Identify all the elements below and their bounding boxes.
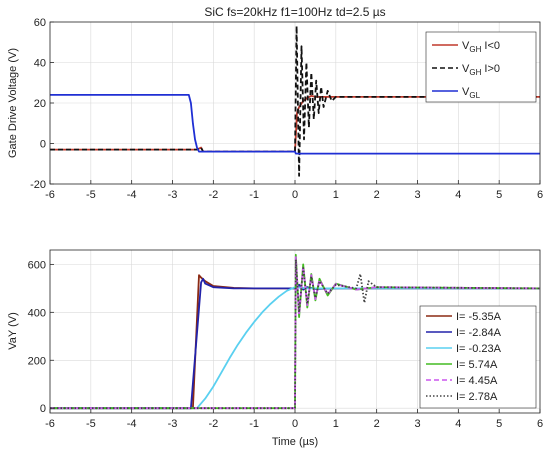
- x-tick-label: 6: [537, 418, 543, 430]
- x-tick-label: -3: [168, 189, 178, 201]
- x-tick-label: 2: [374, 189, 380, 201]
- x-tick-label: 3: [414, 189, 420, 201]
- vay-plot: -6 -5 -4 -3 -2 -1 0 1 2 3 4 5 6 0 200 400 600 Time (µs)…: [7, 249, 543, 448]
- legend-box: [419, 305, 537, 409]
- y-tick-label: 200: [28, 355, 46, 367]
- y-tick-labels: -20 0 20 40 60: [30, 17, 54, 191]
- y-tick-label: -20: [30, 179, 46, 191]
- x-tick-label: 6: [537, 189, 543, 201]
- legend: VGH I<0 VGH I>0 VGL: [425, 31, 537, 103]
- legend-entry-vgl: VGL: [462, 86, 481, 100]
- chart-title: SiC fs=20kHz f1=100Hz td=2.5 µs: [204, 5, 385, 19]
- x-tick-label: -6: [45, 189, 55, 201]
- x-tick-labels: -6 -5 -4 -3 -2 -1 0 1 2 3 4 5 6: [45, 180, 543, 201]
- legend-entry-i-neg284: I= -2.84A: [456, 327, 502, 339]
- x-tick-label: -5: [86, 189, 96, 201]
- series-group: [50, 253, 540, 410]
- y-tick-label: 60: [34, 17, 46, 29]
- x-tick-label: 5: [496, 189, 502, 201]
- x-tick-label: -6: [45, 418, 55, 430]
- x-tick-label: 2: [374, 418, 380, 430]
- legend-entry-i-neg023: I= -0.23A: [456, 343, 502, 355]
- legend-entry-i-neg535: I= -5.35A: [456, 311, 502, 323]
- x-tick-label: -5: [86, 418, 96, 430]
- series-group: [50, 25, 540, 177]
- y-tick-label: 0: [40, 403, 46, 415]
- gate-drive-plot: -6 -5 -4 -3 -2 -1 0 1 2 3 4 5 6 -20 0 20 40 60 SiC fs=20…: [7, 5, 543, 201]
- x-tick-label: 4: [455, 418, 461, 430]
- x-tick-labels: -6 -5 -4 -3 -2 -1 0 1 2 3 4 5 6: [45, 409, 543, 430]
- y-axis-label: Gate Drive Voltage (V): [7, 48, 19, 158]
- x-tick-label: -2: [208, 189, 218, 201]
- x-tick-label: -2: [208, 418, 218, 430]
- y-tick-label: 400: [28, 307, 46, 319]
- x-tick-label: -3: [168, 418, 178, 430]
- x-tick-label: -1: [249, 418, 259, 430]
- x-tick-label: 4: [455, 189, 461, 201]
- legend: I= -5.35A I= -2.84A I= -0.23A I= 5.74A I…: [419, 305, 537, 409]
- y-axis-label: VaY (V): [7, 312, 19, 350]
- legend-entry-i-445: I= 4.45A: [456, 375, 498, 387]
- x-tick-label: 3: [414, 418, 420, 430]
- x-tick-label: 0: [292, 418, 298, 430]
- y-tick-label: 20: [34, 98, 46, 110]
- x-tick-label: 5: [496, 418, 502, 430]
- series-line-i-0-23a: [50, 286, 540, 410]
- x-tick-label: -4: [127, 418, 137, 430]
- legend-entry-vgh-pos: VGH I>0: [462, 63, 500, 77]
- y-tick-label: 600: [28, 259, 46, 271]
- y-tick-labels: 0 200 400 600: [28, 259, 54, 415]
- legend-entry-i-574: I= 5.74A: [456, 359, 498, 371]
- x-tick-label: 1: [333, 189, 339, 201]
- legend-entry-i-278: I= 2.78A: [456, 391, 498, 403]
- x-tick-label: -1: [249, 189, 259, 201]
- legend-entry-vgh-neg: VGH I<0: [462, 40, 500, 54]
- y-tick-label: 0: [40, 139, 46, 151]
- x-axis-label: Time (µs): [272, 436, 318, 448]
- x-tick-label: 1: [333, 418, 339, 430]
- series-line-v-gl: [50, 94, 540, 155]
- x-tick-label: 0: [292, 189, 298, 201]
- x-tick-label: -4: [127, 189, 137, 201]
- y-tick-label: 40: [34, 58, 46, 70]
